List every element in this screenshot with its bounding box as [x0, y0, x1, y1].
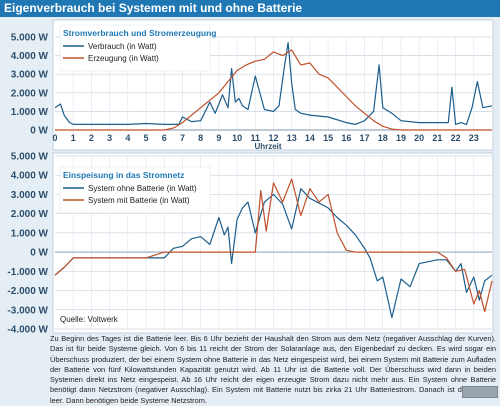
series-line-3: [54, 178, 493, 313]
x-tick-label: 21: [432, 133, 442, 143]
page-title: Eigenverbrauch bei Systemen mit und ohne…: [4, 1, 303, 15]
x-tick-label: 23: [469, 133, 479, 143]
source-note: Quelle: Voltwerk: [60, 315, 119, 324]
y-tick-label: 5.000 W: [11, 33, 49, 44]
y-tick-label: 4.000 W: [11, 51, 49, 62]
x-tick-label: 18: [378, 133, 388, 143]
x-tick-label: 11: [251, 133, 261, 143]
y-tick-label: -3.000 W: [7, 305, 48, 316]
x-tick-label: 20: [414, 133, 424, 143]
publisher-logo: [462, 386, 498, 398]
y-tick-label: 3.000 W: [11, 190, 49, 201]
x-tick-label: 8: [198, 133, 203, 143]
x-axis-label: Uhrzeit: [254, 142, 281, 151]
x-tick-label: 1: [71, 133, 76, 143]
y-tick-label: 3.000 W: [11, 70, 49, 81]
y-tick-label: 2.000 W: [11, 209, 49, 220]
y-tick-label: 4.000 W: [11, 171, 49, 182]
x-tick-label: 2: [89, 133, 94, 143]
y-tick-label: 2.000 W: [11, 88, 49, 99]
chart-title: Stromverbrauch und Stromerzeugung: [63, 28, 217, 38]
y-tick-label: -2.000 W: [7, 286, 48, 297]
y-tick-label: 1.000 W: [11, 228, 49, 239]
x-tick-label: 16: [341, 133, 351, 143]
x-tick-label: 22: [451, 133, 461, 143]
legend-label: System mit Batterie (in Watt): [88, 196, 190, 205]
y-tick-label: 1.000 W: [11, 107, 49, 118]
x-tick-label: 3: [107, 133, 112, 143]
x-tick-label: 13: [287, 133, 297, 143]
chart-title: Einspeisung in das Stromnetz: [63, 170, 184, 180]
y-tick-label: 0 W: [30, 248, 48, 259]
x-tick-label: 17: [360, 133, 370, 143]
y-tick-label: 5.000 W: [11, 152, 49, 163]
x-tick-label: 0: [52, 133, 57, 143]
x-tick-label: 4: [125, 133, 130, 143]
legend-label: System ohne Batterie (in Watt): [88, 184, 197, 193]
x-tick-label: 15: [323, 133, 333, 143]
series-line-2: [54, 188, 493, 319]
x-tick-label: 9: [216, 133, 221, 143]
series-line-0: [54, 42, 493, 126]
x-tick-label: 14: [305, 133, 315, 143]
charts-canvas: 0 W 1.000 W 2.000 W 3.000 W 4.000 W 5.000 W St…: [7, 19, 494, 335]
title-bar: Eigenverbrauch bei Systemen mit und ohne…: [0, 0, 500, 17]
y-tick-label: 0 W: [30, 126, 48, 137]
x-tick-label: 12: [268, 133, 278, 143]
series-line-1: [55, 49, 492, 131]
caption-text: Zu Beginn des Tages ist die Batterie lee…: [50, 334, 496, 405]
x-tick-label: 10: [232, 133, 242, 143]
x-tick-label: 6: [162, 133, 167, 143]
x-tick-label: 7: [180, 133, 185, 143]
legend-box: [59, 24, 211, 72]
x-tick-label: 5: [144, 133, 149, 143]
legend-box: [59, 166, 211, 214]
x-tick-label: 19: [396, 133, 406, 143]
legend-label: Erzeugung (in Watt): [88, 54, 159, 63]
legend-label: Verbrauch (in Watt): [88, 42, 157, 51]
y-tick-label: -1.000 W: [7, 267, 48, 278]
y-tick-label: -4.000 W: [7, 325, 48, 335]
